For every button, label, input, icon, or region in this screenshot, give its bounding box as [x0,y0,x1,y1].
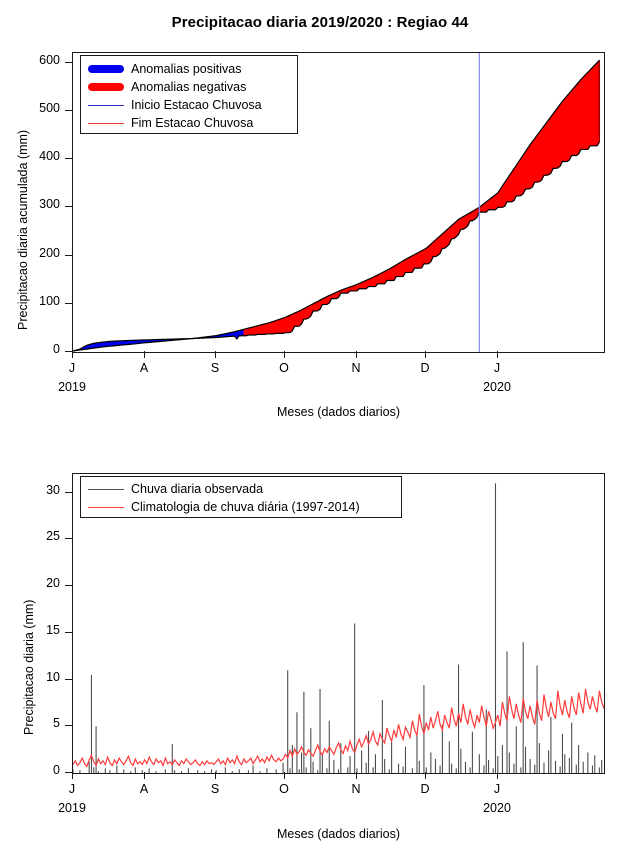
legend-color-swatch [88,123,124,124]
legend-color-swatch [88,489,124,490]
bottom-panel: Precipitacao diaria (mm) 0 5 10 15 20 25 30 J A… [0,425,640,850]
ytick-label: 10 [16,670,60,684]
ytick-mark [65,62,72,63]
ytick-mark [65,206,72,207]
legend-color-swatch [88,65,124,73]
ytick-mark [65,538,72,539]
legend-color-swatch [88,83,124,91]
legend-label: Chuva diaria observada [131,482,263,496]
ytick-label: 400 [16,149,60,163]
top-panel-xlabel: Meses (dados diarios) [172,405,505,419]
xtick-label: O [270,782,298,796]
xtick-label: J [58,361,86,375]
legend-swatch-thin-icon [88,123,124,124]
ytick-mark [65,110,72,111]
xtick-label: J [483,782,511,796]
xtick-label: A [130,361,158,375]
ytick-label: 0 [16,763,60,777]
legend-swatch-thick-icon [88,83,124,91]
ytick-mark [65,679,72,680]
bottom-panel-plot-area [73,474,604,773]
ytick-mark [65,585,72,586]
xtick-label: N [342,361,370,375]
legend-label: Fim Estacao Chuvosa [131,116,253,130]
ytick-label: 20 [16,576,60,590]
legend-color-swatch [88,507,124,508]
ytick-label: 15 [16,623,60,637]
legend-item: Inicio Estacao Chuvosa [88,96,297,114]
top-panel: Precipitacao diaria acumulada (mm) 01002… [0,0,640,425]
climatology-daily-line [73,689,604,767]
legend-item: Chuva diaria observada [88,480,401,498]
bottom-panel-legend: Chuva diaria observada Climatologia de ch… [80,476,402,518]
legend-label: Anomalias negativas [131,80,246,94]
xtick-label: J [483,361,511,375]
xtick-label: J [58,782,86,796]
ytick-label: 200 [16,246,60,260]
xaxis-year-left: 2019 [46,801,98,815]
xtick-label: N [342,782,370,796]
ytick-label: 0 [16,342,60,356]
top-panel-legend: Anomalias positivas Anomalias negativas In… [80,55,298,134]
ytick-label: 100 [16,294,60,308]
xaxis-year-right: 2020 [471,380,523,394]
xtick-label: S [201,361,229,375]
xtick-label: O [270,361,298,375]
xtick-label: D [411,782,439,796]
ytick-mark [65,158,72,159]
ytick-mark [65,492,72,493]
legend-swatch-thick-icon [88,65,124,73]
ytick-label: 25 [16,529,60,543]
ytick-label: 600 [16,53,60,67]
bottom-panel-ylabel: Precipitacao diaria (mm) [22,600,36,735]
legend-item: Anomalias negativas [88,78,297,96]
ytick-label: 30 [16,483,60,497]
xaxis-year-left: 2019 [46,380,98,394]
legend-item: Climatologia de chuva diária (1997-2014) [88,498,401,516]
legend-swatch-thin-icon [88,507,124,508]
legend-swatch-thin-icon [88,489,124,490]
ytick-label: 5 [16,716,60,730]
ytick-mark [65,255,72,256]
legend-swatch-thin-icon [88,105,124,106]
xtick-label: A [130,782,158,796]
ytick-mark [65,772,72,773]
legend-color-swatch [88,105,124,106]
ytick-label: 500 [16,101,60,115]
ytick-label: 300 [16,197,60,211]
xtick-label: S [201,782,229,796]
precipitation-figure: Precipitacao diaria 2019/2020 : Regiao 4… [0,0,640,850]
legend-item: Anomalias positivas [88,60,297,78]
ytick-mark [65,303,72,304]
legend-label: Inicio Estacao Chuvosa [131,98,262,112]
ytick-mark [65,351,72,352]
xaxis-year-right: 2020 [471,801,523,815]
xtick-label: D [411,361,439,375]
legend-label: Anomalias positivas [131,62,241,76]
legend-item: Fim Estacao Chuvosa [88,114,297,132]
bottom-panel-xlabel: Meses (dados diarios) [172,827,505,841]
legend-label: Climatologia de chuva diária (1997-2014) [131,500,360,514]
ytick-mark [65,632,72,633]
ytick-mark [65,725,72,726]
